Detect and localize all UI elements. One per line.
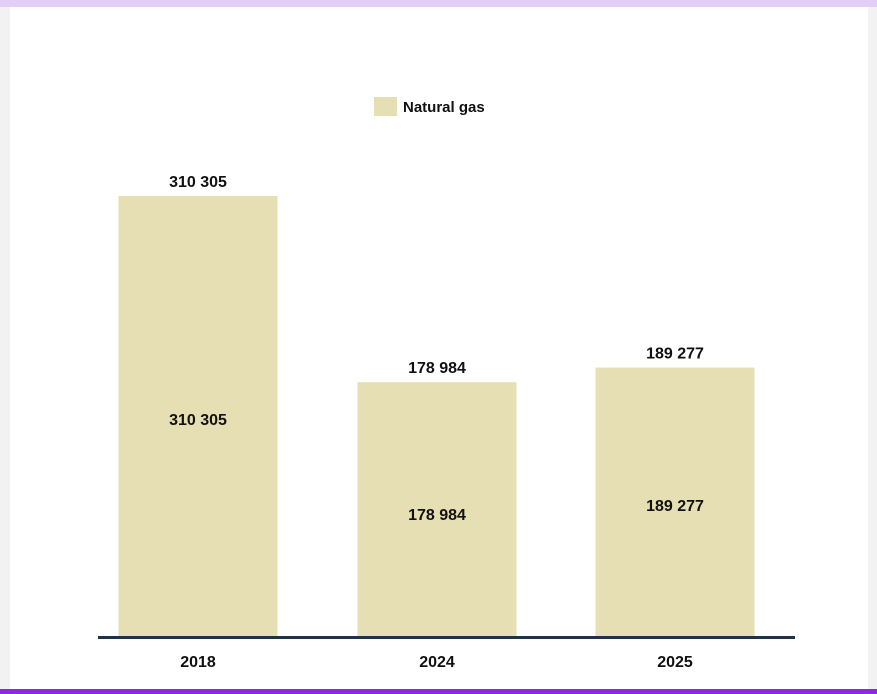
right-border-strip [868, 7, 877, 690]
bar-2018 [118, 196, 278, 636]
bar-2025 [595, 367, 755, 636]
x-tick-label-2018: 2018 [180, 654, 216, 671]
data-label-top-2018: 310 305 [169, 174, 227, 191]
data-label-inside-2024: 178 984 [408, 507, 466, 524]
x-axis-tick-labels: 2018 2024 2025 [180, 654, 693, 671]
x-tick-label-2025: 2025 [657, 654, 693, 671]
legend-label-natural-gas: Natural gas [403, 99, 485, 116]
x-tick-label-2024: 2024 [419, 654, 455, 671]
data-label-top-2025: 189 277 [646, 346, 704, 363]
data-label-inside-2018: 310 305 [169, 412, 227, 429]
top-border-strip [0, 0, 877, 7]
bars-group: 310 305 310 305 178 984 178 984 189 277 189 2… [118, 174, 755, 636]
bottom-border-strip [0, 689, 877, 694]
data-label-top-2024: 178 984 [408, 360, 466, 377]
chart-legend: Natural gas [374, 97, 485, 116]
legend-swatch-natural-gas [374, 97, 397, 116]
bar-2024 [357, 382, 517, 636]
left-border-strip [0, 7, 10, 690]
data-label-inside-2025: 189 277 [646, 498, 704, 515]
